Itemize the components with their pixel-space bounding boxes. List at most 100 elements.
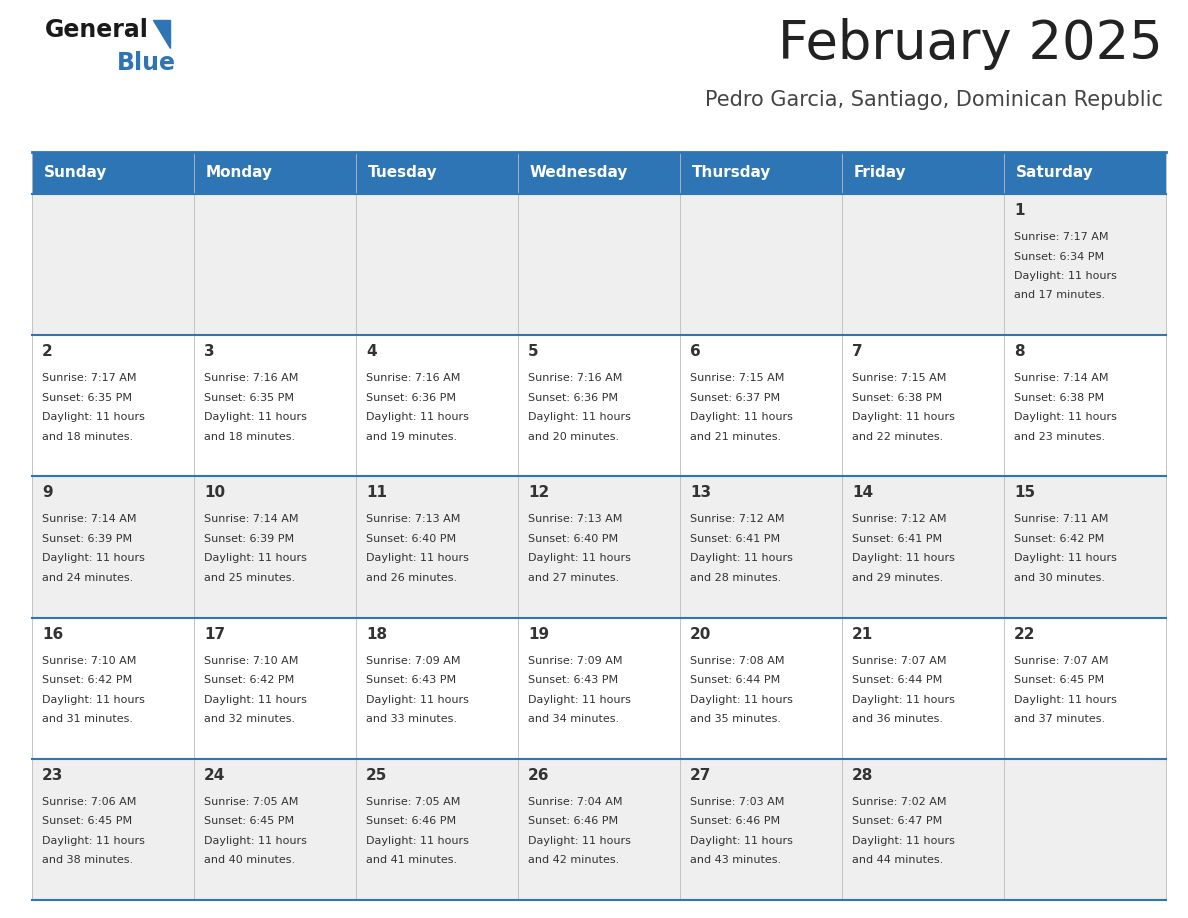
Text: Sunrise: 7:15 AM: Sunrise: 7:15 AM bbox=[690, 374, 784, 383]
Text: Sunrise: 7:13 AM: Sunrise: 7:13 AM bbox=[527, 514, 623, 524]
Text: Daylight: 11 hours: Daylight: 11 hours bbox=[852, 554, 955, 564]
Bar bbox=[32, 152, 194, 194]
Text: Daylight: 11 hours: Daylight: 11 hours bbox=[690, 412, 792, 422]
Text: Daylight: 11 hours: Daylight: 11 hours bbox=[690, 835, 792, 845]
Text: Daylight: 11 hours: Daylight: 11 hours bbox=[527, 695, 631, 705]
Text: Sunrise: 7:11 AM: Sunrise: 7:11 AM bbox=[1015, 514, 1108, 524]
Text: and 17 minutes.: and 17 minutes. bbox=[1015, 290, 1105, 300]
Text: Sunset: 6:39 PM: Sunset: 6:39 PM bbox=[42, 534, 132, 543]
Text: and 19 minutes.: and 19 minutes. bbox=[366, 431, 457, 442]
Text: and 37 minutes.: and 37 minutes. bbox=[1015, 714, 1105, 724]
Text: 9: 9 bbox=[42, 486, 52, 500]
Text: and 23 minutes.: and 23 minutes. bbox=[1015, 431, 1105, 442]
Text: Daylight: 11 hours: Daylight: 11 hours bbox=[690, 695, 792, 705]
Text: Sunset: 6:42 PM: Sunset: 6:42 PM bbox=[1015, 534, 1105, 543]
Text: Sunset: 6:43 PM: Sunset: 6:43 PM bbox=[366, 675, 456, 685]
Text: 4: 4 bbox=[366, 344, 377, 359]
Text: Daylight: 11 hours: Daylight: 11 hours bbox=[527, 412, 631, 422]
Text: and 26 minutes.: and 26 minutes. bbox=[366, 573, 457, 583]
Text: Friday: Friday bbox=[854, 165, 906, 181]
Text: Daylight: 11 hours: Daylight: 11 hours bbox=[366, 412, 469, 422]
Text: Daylight: 11 hours: Daylight: 11 hours bbox=[852, 412, 955, 422]
Text: and 38 minutes.: and 38 minutes. bbox=[42, 856, 133, 866]
Text: Daylight: 11 hours: Daylight: 11 hours bbox=[690, 554, 792, 564]
Text: Sunset: 6:38 PM: Sunset: 6:38 PM bbox=[1015, 393, 1104, 403]
Text: and 29 minutes.: and 29 minutes. bbox=[852, 573, 943, 583]
Bar bbox=[1004, 152, 1165, 194]
Text: and 22 minutes.: and 22 minutes. bbox=[852, 431, 943, 442]
Text: Sunset: 6:38 PM: Sunset: 6:38 PM bbox=[852, 393, 942, 403]
Text: Daylight: 11 hours: Daylight: 11 hours bbox=[366, 835, 469, 845]
Text: February 2025: February 2025 bbox=[778, 18, 1163, 70]
Text: Sunset: 6:36 PM: Sunset: 6:36 PM bbox=[366, 393, 456, 403]
Text: 20: 20 bbox=[690, 627, 712, 642]
Text: Blue: Blue bbox=[116, 51, 176, 75]
Bar bbox=[194, 152, 356, 194]
Text: Sunset: 6:35 PM: Sunset: 6:35 PM bbox=[42, 393, 132, 403]
Text: Sunset: 6:45 PM: Sunset: 6:45 PM bbox=[42, 816, 132, 826]
Text: Sunrise: 7:10 AM: Sunrise: 7:10 AM bbox=[42, 655, 137, 666]
Text: and 32 minutes.: and 32 minutes. bbox=[204, 714, 295, 724]
Text: 16: 16 bbox=[42, 627, 63, 642]
Text: Sunrise: 7:15 AM: Sunrise: 7:15 AM bbox=[852, 374, 947, 383]
Text: and 28 minutes.: and 28 minutes. bbox=[690, 573, 782, 583]
Text: Sunrise: 7:02 AM: Sunrise: 7:02 AM bbox=[852, 797, 947, 807]
Text: 1: 1 bbox=[1015, 203, 1024, 218]
Text: Daylight: 11 hours: Daylight: 11 hours bbox=[852, 695, 955, 705]
Text: Sunrise: 7:14 AM: Sunrise: 7:14 AM bbox=[204, 514, 298, 524]
Text: Sunset: 6:37 PM: Sunset: 6:37 PM bbox=[690, 393, 781, 403]
Text: 8: 8 bbox=[1015, 344, 1024, 359]
Text: Daylight: 11 hours: Daylight: 11 hours bbox=[42, 554, 145, 564]
Bar bbox=[518, 152, 680, 194]
Bar bbox=[32, 335, 1165, 476]
Text: and 27 minutes.: and 27 minutes. bbox=[527, 573, 619, 583]
Text: Sunset: 6:46 PM: Sunset: 6:46 PM bbox=[690, 816, 781, 826]
Text: Sunrise: 7:06 AM: Sunrise: 7:06 AM bbox=[42, 797, 137, 807]
Text: and 20 minutes.: and 20 minutes. bbox=[527, 431, 619, 442]
Text: Sunrise: 7:16 AM: Sunrise: 7:16 AM bbox=[366, 374, 461, 383]
Text: and 34 minutes.: and 34 minutes. bbox=[527, 714, 619, 724]
Text: Sunset: 6:42 PM: Sunset: 6:42 PM bbox=[42, 675, 132, 685]
Text: Monday: Monday bbox=[206, 165, 273, 181]
Text: 13: 13 bbox=[690, 486, 712, 500]
Text: 11: 11 bbox=[366, 486, 387, 500]
Text: 23: 23 bbox=[42, 767, 63, 783]
Text: Sunset: 6:42 PM: Sunset: 6:42 PM bbox=[204, 675, 295, 685]
Text: Sunrise: 7:08 AM: Sunrise: 7:08 AM bbox=[690, 655, 784, 666]
Text: Sunset: 6:41 PM: Sunset: 6:41 PM bbox=[690, 534, 781, 543]
Text: and 21 minutes.: and 21 minutes. bbox=[690, 431, 782, 442]
Text: Sunset: 6:35 PM: Sunset: 6:35 PM bbox=[204, 393, 293, 403]
Text: Daylight: 11 hours: Daylight: 11 hours bbox=[366, 554, 469, 564]
Text: Sunset: 6:45 PM: Sunset: 6:45 PM bbox=[204, 816, 295, 826]
Text: Daylight: 11 hours: Daylight: 11 hours bbox=[204, 695, 307, 705]
Text: Sunrise: 7:10 AM: Sunrise: 7:10 AM bbox=[204, 655, 298, 666]
Bar bbox=[32, 618, 1165, 759]
Text: Sunset: 6:34 PM: Sunset: 6:34 PM bbox=[1015, 252, 1104, 262]
Text: 28: 28 bbox=[852, 767, 873, 783]
Text: and 35 minutes.: and 35 minutes. bbox=[690, 714, 781, 724]
Text: 15: 15 bbox=[1015, 486, 1035, 500]
Text: 5: 5 bbox=[527, 344, 538, 359]
Text: 10: 10 bbox=[204, 486, 225, 500]
Text: and 33 minutes.: and 33 minutes. bbox=[366, 714, 457, 724]
Text: Sunrise: 7:05 AM: Sunrise: 7:05 AM bbox=[366, 797, 461, 807]
Text: and 44 minutes.: and 44 minutes. bbox=[852, 856, 943, 866]
Text: and 31 minutes.: and 31 minutes. bbox=[42, 714, 133, 724]
Text: Pedro Garcia, Santiago, Dominican Republic: Pedro Garcia, Santiago, Dominican Republ… bbox=[704, 90, 1163, 110]
Text: Sunrise: 7:03 AM: Sunrise: 7:03 AM bbox=[690, 797, 784, 807]
Text: Daylight: 11 hours: Daylight: 11 hours bbox=[42, 412, 145, 422]
Text: 26: 26 bbox=[527, 767, 550, 783]
Text: and 40 minutes.: and 40 minutes. bbox=[204, 856, 295, 866]
Text: 27: 27 bbox=[690, 767, 712, 783]
Bar bbox=[32, 759, 1165, 900]
Text: Sunrise: 7:17 AM: Sunrise: 7:17 AM bbox=[42, 374, 137, 383]
Text: 18: 18 bbox=[366, 627, 387, 642]
Text: Sunset: 6:44 PM: Sunset: 6:44 PM bbox=[690, 675, 781, 685]
Text: Sunrise: 7:05 AM: Sunrise: 7:05 AM bbox=[204, 797, 298, 807]
Text: 24: 24 bbox=[204, 767, 226, 783]
Text: Saturday: Saturday bbox=[1016, 165, 1094, 181]
Text: Daylight: 11 hours: Daylight: 11 hours bbox=[42, 835, 145, 845]
Text: Sunset: 6:40 PM: Sunset: 6:40 PM bbox=[527, 534, 618, 543]
Bar bbox=[32, 194, 1165, 335]
Text: Sunrise: 7:16 AM: Sunrise: 7:16 AM bbox=[527, 374, 623, 383]
